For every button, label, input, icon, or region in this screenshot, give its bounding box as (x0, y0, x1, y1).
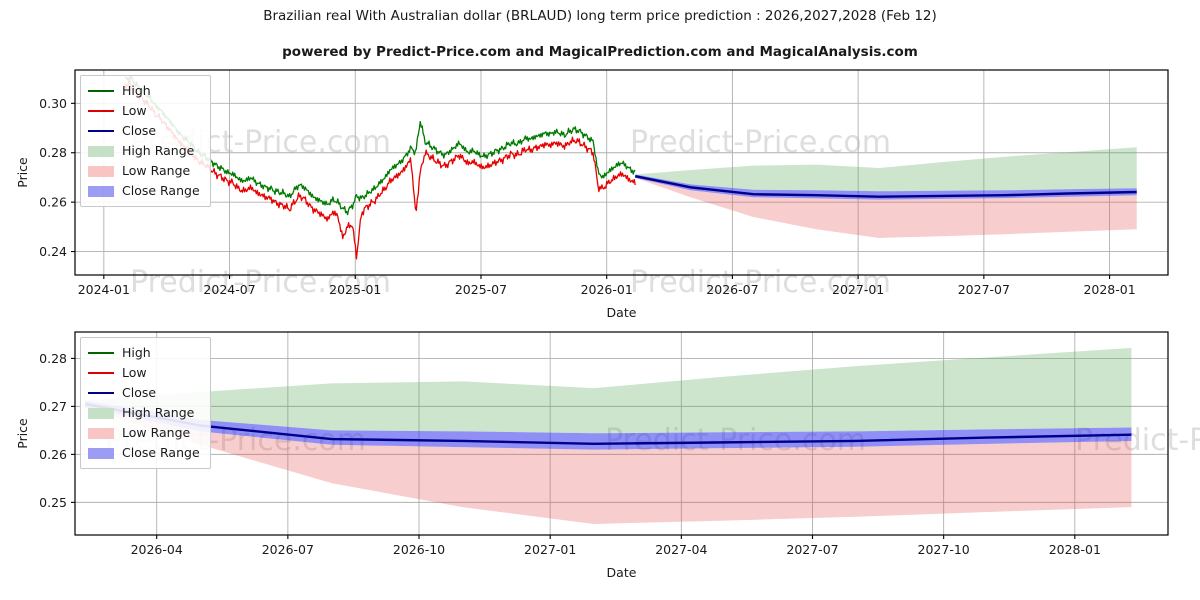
x-tick-label: 2026-01 (581, 282, 633, 297)
y-tick-label: 0.30 (39, 96, 67, 111)
svg-text:Predict-Price.com: Predict-Price.com (630, 265, 891, 300)
x-tick-label: 2025-07 (455, 282, 507, 297)
page-title: Brazilian real With Australian dollar (B… (263, 8, 937, 24)
bottom-legend-label: Close Range (122, 444, 200, 460)
top-legend-item-high-range: High Range (88, 141, 202, 161)
x-tick-label: 2027-07 (786, 542, 838, 557)
bottom-legend-label: Low (122, 364, 147, 380)
bottom-legend-item-low: Low (88, 363, 202, 383)
y-tick-label: 0.28 (39, 351, 67, 366)
top-legend-item-close-range: Close Range (88, 181, 202, 201)
x-tick-label: 2024-07 (203, 282, 255, 297)
bottom-legend-label: Low Range (122, 424, 191, 440)
top-legend-swatch-high-icon (88, 90, 114, 92)
x-tick-label: 2027-01 (524, 542, 576, 557)
top-legend-item-low-range: Low Range (88, 161, 202, 181)
x-tick-label: 2027-10 (918, 542, 970, 557)
page-subtitle: powered by Predict-Price.com and Magical… (282, 44, 918, 60)
bottom-legend-swatch-close-icon (88, 392, 114, 394)
top-legend-swatch-high-range-icon (88, 145, 114, 157)
bottom-legend-swatch-high-range-icon (88, 407, 114, 419)
top-legend-item-close: Close (88, 121, 202, 141)
x-tick-label: 2025-01 (329, 282, 381, 297)
x-tick-label: 2024-01 (78, 282, 130, 297)
y-tick-label: 0.26 (39, 447, 67, 462)
x-tick-label: 2026-07 (262, 542, 314, 557)
y-tick-label: 0.25 (39, 495, 67, 510)
bottom-legend-swatch-low-range-icon (88, 427, 114, 439)
x-tick-label: 2028-01 (1083, 282, 1135, 297)
x-axis-title: Date (607, 305, 637, 320)
top-legend-item-high: High (88, 81, 202, 101)
top-legend-label: Close Range (122, 182, 200, 198)
bottom-legend-swatch-high-icon (88, 352, 114, 354)
bottom-legend-item-high-range: High Range (88, 403, 202, 423)
bottom-legend-item-close-range: Close Range (88, 443, 202, 463)
y-tick-label: 0.26 (39, 195, 67, 210)
top-chart-panel: Predict-Price.com Predict-Price.com Predic… (15, 69, 1169, 320)
x-axis-title: Date (607, 565, 637, 580)
y-tick-label: 0.28 (39, 145, 67, 160)
bottom-legend-item-close: Close (88, 383, 202, 403)
bottom-legend-swatch-close-range-icon (88, 447, 114, 459)
top-legend-swatch-low-range-icon (88, 165, 114, 177)
bottom-chart-panel: Predict-Price.comPredict-Price.comPredic… (0, 320, 1200, 600)
bottom-chart-svg: Predict-Price.comPredict-Price.comPredic… (15, 331, 1200, 580)
bottom-legend-label: Close (122, 384, 157, 400)
top-legend-label: High Range (122, 142, 195, 158)
bottom-legend-label: High Range (122, 404, 195, 420)
x-tick-label: 2027-07 (958, 282, 1010, 297)
bottom-chart-legend: High Low Close High Range Low Range Close Ran… (80, 337, 211, 469)
top-legend-swatch-close-icon (88, 130, 114, 132)
svg-text:Predict-Price.com: Predict-Price.com (130, 265, 391, 300)
x-tick-label: 2026-07 (706, 282, 758, 297)
top-legend-label: Low Range (122, 162, 191, 178)
bottom-legend-swatch-low-icon (88, 372, 114, 374)
bottom-legend-item-high: High (88, 343, 202, 363)
top-chart-svg: Predict-Price.com Predict-Price.com Predic… (15, 69, 1169, 320)
y-tick-label: 0.27 (39, 399, 67, 414)
x-tick-label: 2026-04 (131, 542, 183, 557)
bottom-legend-label: High (122, 344, 151, 360)
top-legend-label: High (122, 82, 151, 98)
x-tick-label: 2028-01 (1049, 542, 1101, 557)
x-tick-label: 2027-01 (832, 282, 884, 297)
svg-text:Predict-Price.com: Predict-Price.com (630, 125, 891, 160)
top-chart-legend: High Low Close High Range Low Range Close Ran… (80, 75, 211, 207)
top-legend-swatch-close-range-icon (88, 185, 114, 197)
y-axis-title: Price (15, 157, 30, 188)
x-tick-label: 2026-10 (393, 542, 445, 557)
y-tick-label: 0.24 (39, 244, 67, 259)
top-legend-label: Low (122, 102, 147, 118)
top-legend-swatch-low-icon (88, 110, 114, 112)
y-axis-title: Price (15, 418, 30, 449)
x-tick-label: 2027-04 (655, 542, 707, 557)
bottom-legend-item-low-range: Low Range (88, 423, 202, 443)
top-legend-label: Close (122, 122, 157, 138)
top-legend-item-low: Low (88, 101, 202, 121)
